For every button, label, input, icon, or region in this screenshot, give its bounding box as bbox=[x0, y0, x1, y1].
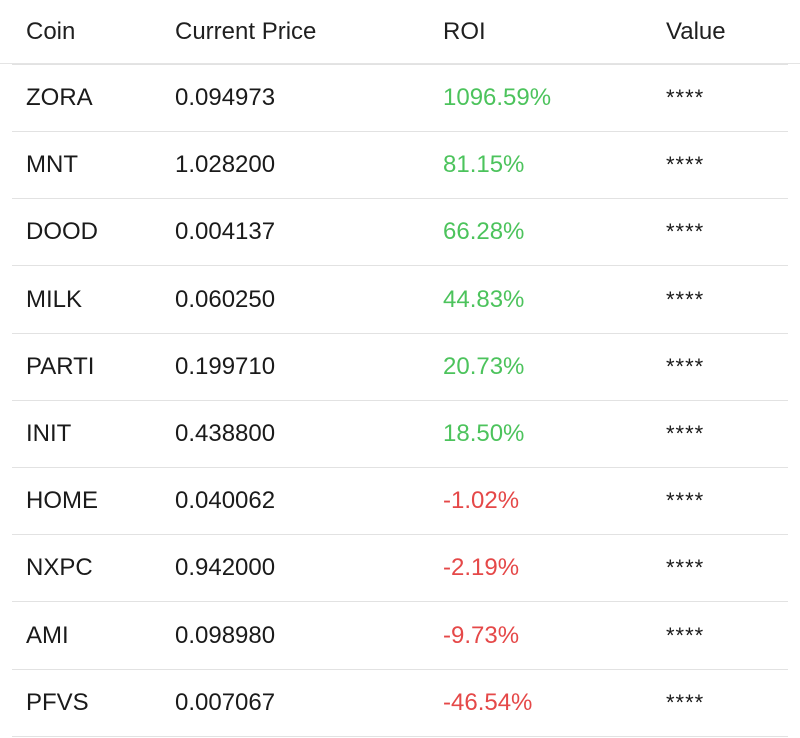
coin-cell: INIT bbox=[26, 420, 72, 447]
current-price-cell: 0.040062 bbox=[175, 487, 276, 515]
header-divider bbox=[12, 64, 788, 65]
roi-cell: 66.28% bbox=[443, 218, 525, 246]
roi-cell: 81.15% bbox=[443, 151, 525, 179]
current-price-cell: 1.028200 bbox=[175, 151, 276, 179]
value-cell: **** bbox=[666, 152, 705, 178]
value-cell: **** bbox=[666, 622, 705, 648]
roi-cell: -9.73% bbox=[443, 621, 520, 649]
current-price-cell: 0.098980 bbox=[175, 621, 276, 649]
header-value[interactable]: Value bbox=[666, 17, 726, 45]
coin-cell: MNT bbox=[26, 151, 78, 179]
current-price-cell: 0.060250 bbox=[175, 285, 276, 313]
coin-cell: HOME bbox=[26, 487, 98, 515]
value-cell: **** bbox=[666, 219, 705, 245]
table-row[interactable]: INIT 0.438800 18.50% **** bbox=[12, 401, 788, 468]
coin-cell: AMI bbox=[26, 621, 69, 649]
table-row[interactable]: HOME 0.040062 -1.02% **** bbox=[12, 468, 788, 536]
current-price-cell: 0.199710 bbox=[175, 352, 276, 380]
table-header: Coin Current Price ROI Value bbox=[0, 0, 800, 64]
coin-cell: MILK bbox=[26, 285, 83, 313]
table-row[interactable]: MNT 1.028200 81.15% **** bbox=[12, 132, 788, 200]
roi-cell: -46.54% bbox=[443, 688, 533, 716]
current-price-cell: 0.942000 bbox=[175, 554, 276, 582]
table-row[interactable]: AMI 0.098980 -9.73% **** bbox=[12, 603, 788, 670]
value-cell: **** bbox=[666, 85, 705, 110]
roi-cell: 18.50% bbox=[443, 420, 525, 447]
header-roi[interactable]: ROI bbox=[443, 17, 486, 45]
value-cell: **** bbox=[666, 555, 705, 581]
value-cell: **** bbox=[666, 488, 705, 514]
table-row[interactable]: NXPC 0.942000 -2.19% **** bbox=[12, 535, 788, 603]
header-current-price[interactable]: Current Price bbox=[175, 17, 317, 45]
value-cell: **** bbox=[666, 286, 705, 312]
coin-cell: PFVS bbox=[26, 688, 89, 716]
roi-cell: 20.73% bbox=[443, 352, 525, 380]
value-cell: **** bbox=[666, 353, 705, 379]
current-price-cell: 0.004137 bbox=[175, 218, 276, 246]
coin-cell: DOOD bbox=[26, 218, 98, 246]
coin-cell: PARTI bbox=[26, 352, 95, 380]
value-cell: **** bbox=[666, 689, 705, 715]
current-price-cell: 0.094973 bbox=[175, 84, 276, 111]
table-row[interactable]: DOOD 0.004137 66.28% **** bbox=[12, 199, 788, 267]
table-row[interactable]: PARTI 0.199710 20.73% **** bbox=[12, 334, 788, 401]
roi-cell: 44.83% bbox=[443, 285, 525, 313]
value-cell: **** bbox=[666, 421, 705, 446]
coin-cell: ZORA bbox=[26, 84, 93, 111]
roi-cell: 1096.59% bbox=[443, 84, 552, 111]
table-row[interactable]: PFVS 0.007067 -46.54% **** bbox=[12, 670, 788, 737]
roi-cell: -2.19% bbox=[443, 554, 520, 582]
current-price-cell: 0.438800 bbox=[175, 420, 276, 447]
coin-cell: NXPC bbox=[26, 554, 93, 582]
roi-cell: -1.02% bbox=[443, 487, 520, 515]
table-row[interactable]: ZORA 0.094973 1096.59% **** bbox=[12, 65, 788, 132]
current-price-cell: 0.007067 bbox=[175, 688, 276, 716]
header-coin[interactable]: Coin bbox=[26, 17, 76, 45]
table-row[interactable]: MILK 0.060250 44.83% **** bbox=[12, 267, 788, 334]
